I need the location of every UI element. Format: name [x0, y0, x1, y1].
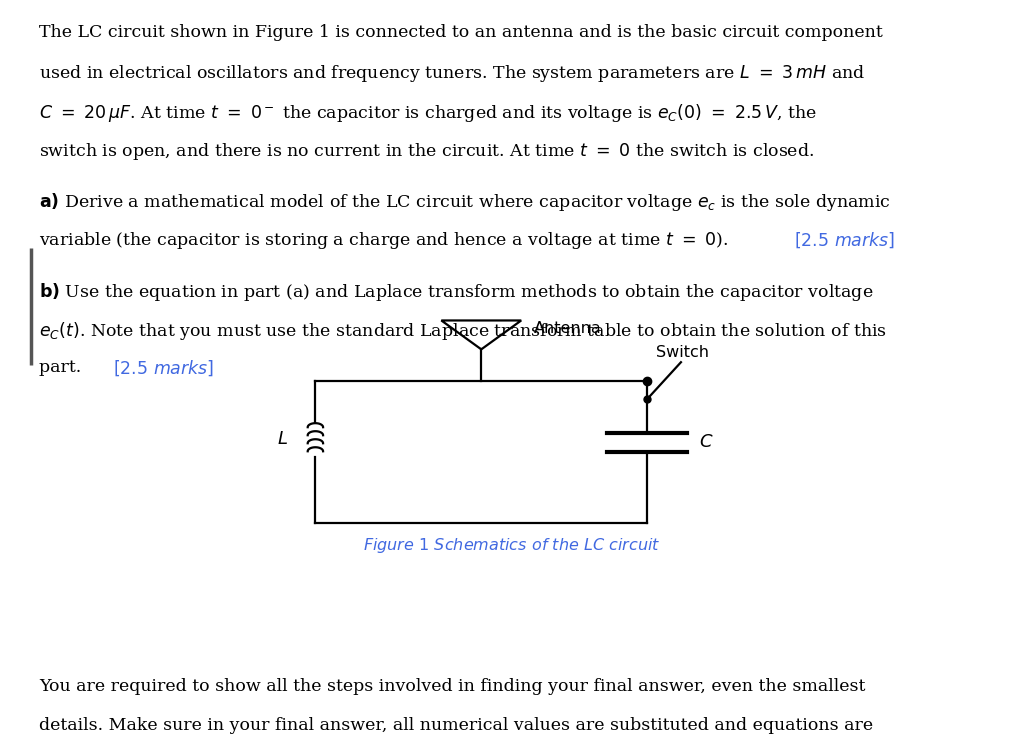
Text: $[2.5\ \mathit{marks}]$: $[2.5\ \mathit{marks}]$	[113, 359, 214, 378]
Text: The LC circuit shown in Figure 1 is connected to an antenna and is the basic cir: The LC circuit shown in Figure 1 is conn…	[39, 24, 883, 41]
Text: used in electrical oscillators and frequency tuners. The system parameters are $: used in electrical oscillators and frequ…	[39, 63, 865, 84]
Text: $[2.5\ \mathit{marks}]$: $[2.5\ \mathit{marks}]$	[794, 231, 895, 250]
Text: variable (the capacitor is storing a charge and hence a voltage at time $t\ =\ 0: variable (the capacitor is storing a cha…	[39, 231, 735, 252]
Text: Antenna: Antenna	[534, 321, 601, 336]
Text: You are required to show all the steps involved in finding your final answer, ev: You are required to show all the steps i…	[39, 678, 865, 695]
Text: $e_C(t)$. Note that you must use the standard Laplace transform table to obtain : $e_C(t)$. Note that you must use the sta…	[39, 320, 887, 342]
Text: Switch: Switch	[656, 345, 710, 360]
Text: $C$: $C$	[699, 434, 714, 452]
Text: $L$: $L$	[276, 430, 288, 448]
Text: details. Make sure in your final answer, all numerical values are substituted an: details. Make sure in your final answer,…	[39, 717, 873, 734]
Text: part.: part.	[39, 359, 92, 376]
Text: $\mathit{Figure\ 1\ Schematics\ of\ the\ LC\ circuit}$: $\mathit{Figure\ 1\ Schematics\ of\ the\…	[364, 536, 660, 554]
Text: switch is open, and there is no current in the circuit. At time $t\ =\ 0$ the sw: switch is open, and there is no current …	[39, 141, 814, 162]
Text: $C\ =\ 20\,\mu F$. At time $t\ =\ 0^-$ the capacitor is charged and its voltage : $C\ =\ 20\,\mu F$. At time $t\ =\ 0^-$ t…	[39, 102, 817, 124]
Text: $\mathbf{b)}$ Use the equation in part (a) and Laplace transform methods to obta: $\mathbf{b)}$ Use the equation in part (…	[39, 281, 873, 303]
Text: $\mathbf{a)}$ Derive a mathematical model of the LC circuit where capacitor volt: $\mathbf{a)}$ Derive a mathematical mode…	[39, 192, 891, 213]
